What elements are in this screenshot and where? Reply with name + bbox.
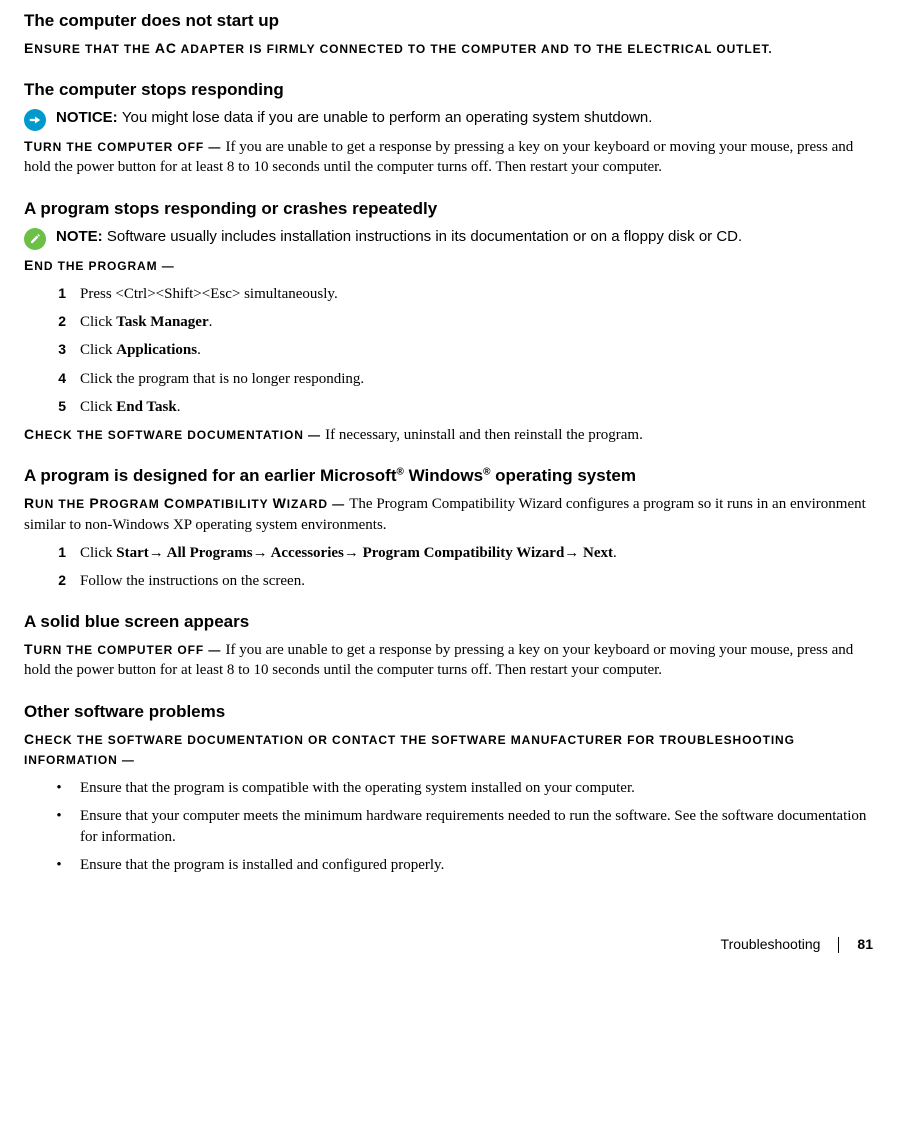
note-body: Software usually includes installation i… [107, 228, 742, 245]
notice-body: You might lose data if you are unable to… [122, 109, 653, 126]
other-bullets: • Ensure that the program is compatible w… [52, 778, 873, 875]
notice-label: NOTICE: [56, 109, 122, 126]
lead-text: AC [155, 40, 177, 56]
lead-text: HECK THE SOFTWARE DOCUMENTATION [35, 428, 304, 442]
bullet-icon: • [52, 778, 66, 798]
blue-screen-para: TURN THE COMPUTER OFF — If you are unabl… [24, 640, 873, 681]
lead-text: ND THE PROGRAM [34, 259, 157, 273]
lead-dash: — [204, 643, 225, 657]
bullet-text: Ensure that the program is compatible wi… [80, 778, 873, 798]
note-pencil-icon [24, 228, 46, 250]
list-item: • Ensure that the program is installed an… [52, 855, 873, 875]
lead-dash: — [328, 497, 349, 511]
heading-earlier-windows: A program is designed for an earlier Mic… [24, 465, 873, 488]
list-item: 5 Click End Task. [52, 397, 873, 417]
lead-text: C [24, 731, 35, 747]
other-lead: CHECK THE SOFTWARE DOCUMENTATION OR CONT… [24, 730, 873, 771]
body-text: If necessary, uninstall and then reinsta… [325, 427, 643, 443]
list-item: • Ensure that your computer meets the min… [52, 806, 873, 847]
lead-text: NSURE THAT THE [34, 42, 155, 56]
footer-section: Troubleshooting [721, 935, 821, 954]
step-number: 1 [52, 543, 66, 562]
bullet-icon: • [52, 855, 66, 875]
compat-steps: 1 Click Start→ All Programs→ Accessories→… [52, 543, 873, 592]
lead-text: E [24, 40, 34, 56]
bullet-text: Ensure that the program is installed and… [80, 855, 873, 875]
heading-computer-stops-responding: The computer stops responding [24, 79, 873, 102]
list-item: 2 Follow the instructions on the screen. [52, 571, 873, 591]
check-docs-para: CHECK THE SOFTWARE DOCUMENTATION — If ne… [24, 425, 873, 445]
footer-separator [838, 937, 839, 953]
heading-other-software: Other software problems [24, 701, 873, 724]
step-text: Click the program that is no longer resp… [80, 369, 873, 389]
lead-ac-adapter: ENSURE THAT THE AC ADAPTER IS FIRMLY CON… [24, 39, 873, 59]
bullet-icon: • [52, 806, 66, 826]
lead-dash: — [118, 753, 135, 767]
lead-dash: — [158, 259, 175, 273]
notice-arrow-icon [24, 109, 46, 131]
step-number: 4 [52, 369, 66, 388]
note-row: NOTE: Software usually includes installa… [24, 227, 873, 250]
step-text: Click Task Manager. [80, 312, 873, 332]
heading-computer-not-start: The computer does not start up [24, 10, 873, 33]
notice-row: NOTICE: You might lose data if you are u… [24, 108, 873, 131]
note-label: NOTE: [56, 228, 107, 245]
step-number: 2 [52, 312, 66, 331]
step-text: Press <Ctrl><Shift><Esc> simultaneously. [80, 284, 873, 304]
compat-wizard-para: RUN THE PROGRAM COMPATIBILITY WIZARD — T… [24, 494, 873, 535]
list-item: 3 Click Applications. [52, 340, 873, 360]
end-program-steps: 1 Press <Ctrl><Shift><Esc> simultaneously… [52, 284, 873, 417]
step-number: 1 [52, 284, 66, 303]
list-item: • Ensure that the program is compatible w… [52, 778, 873, 798]
lead-text: URN THE COMPUTER OFF [33, 140, 204, 154]
lead-text: E [24, 257, 34, 273]
end-program-lead: END THE PROGRAM — [24, 256, 873, 276]
list-item: 1 Click Start→ All Programs→ Accessories→… [52, 543, 873, 563]
step-text: Click End Task. [80, 397, 873, 417]
turn-off-para: TURN THE COMPUTER OFF — If you are unabl… [24, 137, 873, 178]
footer-page-number: 81 [857, 935, 873, 954]
lead-text: URN THE COMPUTER OFF [33, 643, 204, 657]
page-footer: Troubleshooting 81 [24, 935, 873, 954]
list-item: 4 Click the program that is no longer res… [52, 369, 873, 389]
step-text: Click Applications. [80, 340, 873, 360]
step-text: Follow the instructions on the screen. [80, 571, 873, 591]
list-item: 2 Click Task Manager. [52, 312, 873, 332]
step-number: 3 [52, 340, 66, 359]
lead-text: C [24, 426, 35, 442]
lead-text: HECK THE SOFTWARE DOCUMENTATION OR CONTA… [24, 733, 795, 767]
step-text: Click Start→ All Programs→ Accessories→ … [80, 543, 873, 563]
bullet-text: Ensure that your computer meets the mini… [80, 806, 873, 847]
lead-dash: — [204, 140, 225, 154]
list-item: 1 Press <Ctrl><Shift><Esc> simultaneously… [52, 284, 873, 304]
step-number: 2 [52, 571, 66, 590]
lead-dash: — [304, 428, 325, 442]
lead-text: ADAPTER IS FIRMLY CONNECTED TO THE COMPU… [177, 42, 773, 56]
heading-blue-screen: A solid blue screen appears [24, 611, 873, 634]
heading-program-stops-responding: A program stops responding or crashes re… [24, 198, 873, 221]
step-number: 5 [52, 397, 66, 416]
